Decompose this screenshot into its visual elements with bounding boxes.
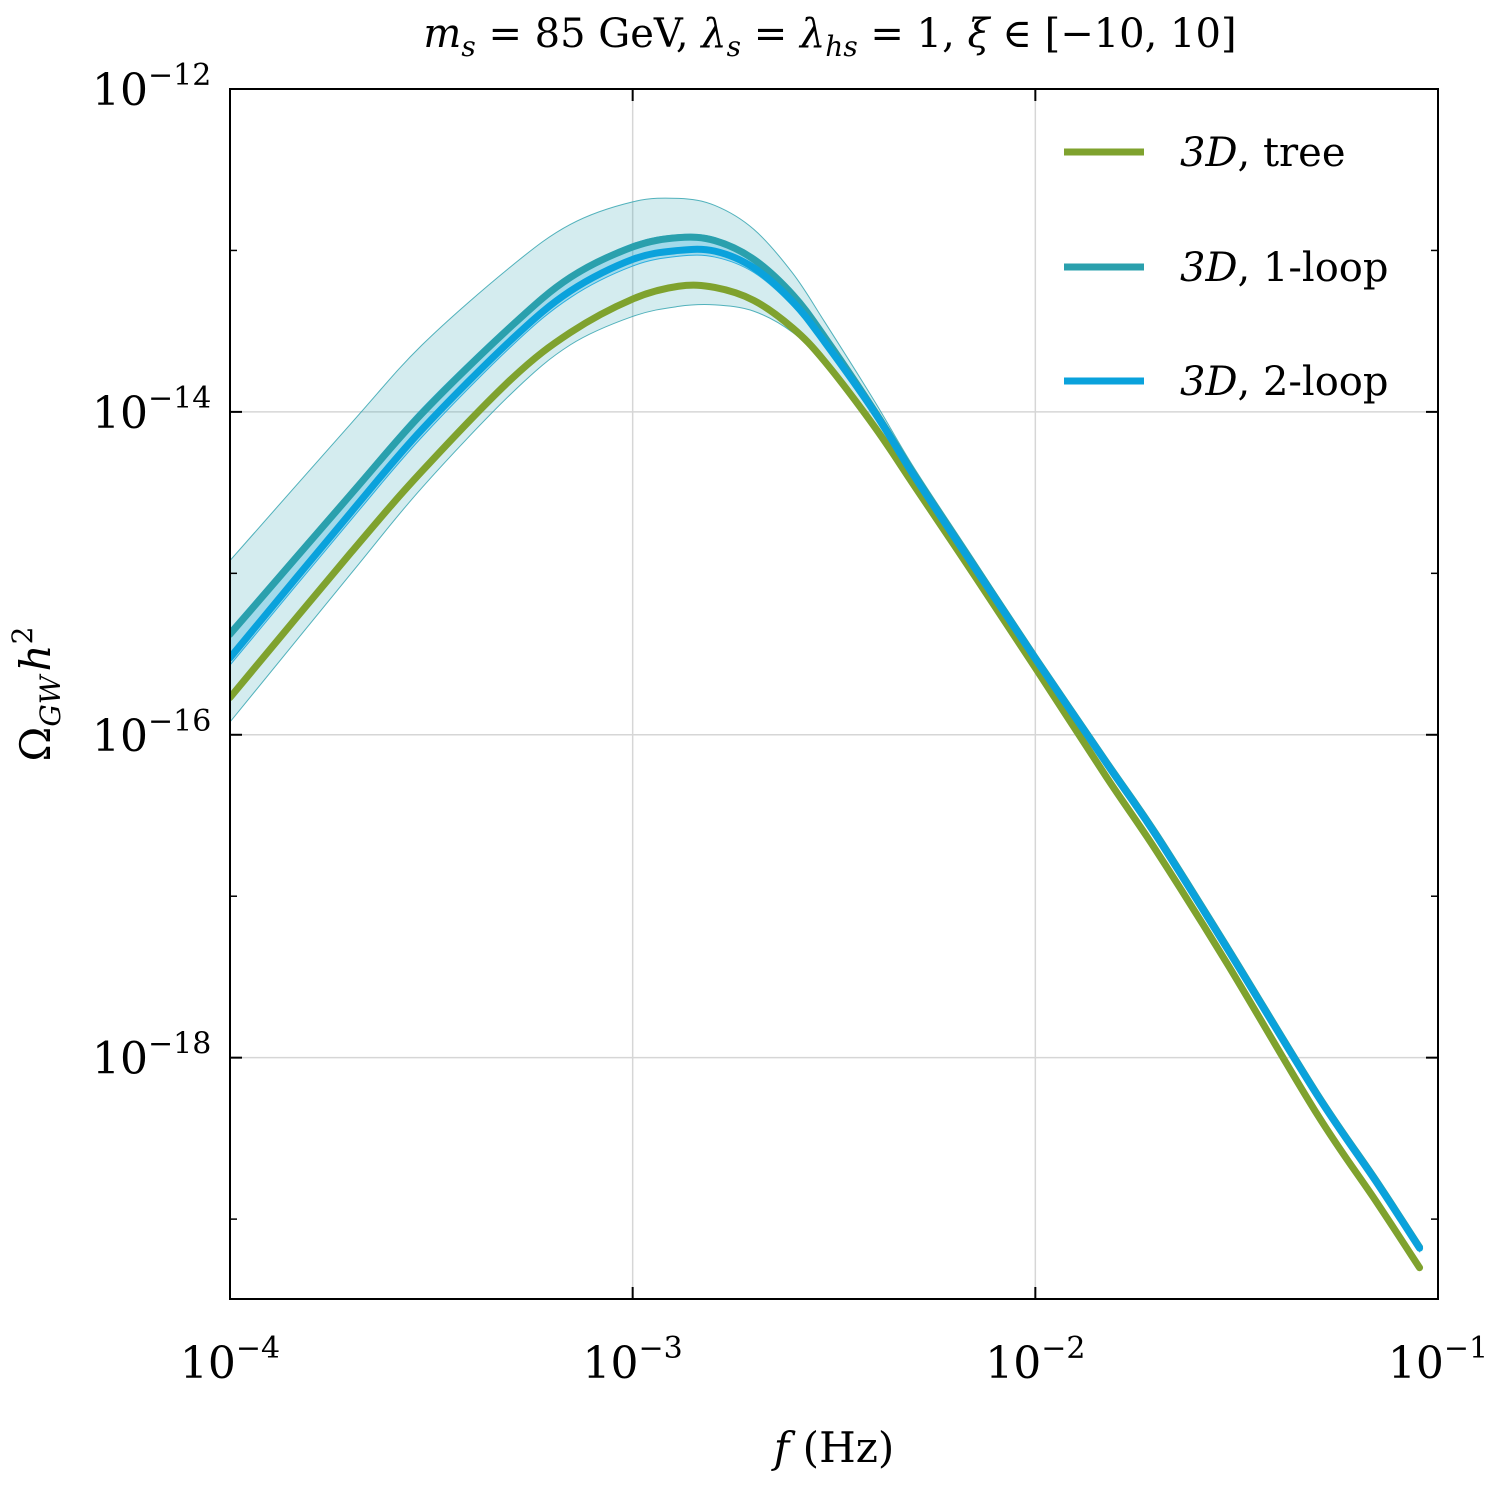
legend-item-tree: 3D, tree — [1064, 130, 1346, 176]
legend-label-var: 3D — [1180, 130, 1238, 176]
uncertainty-band-1 — [230, 197, 1421, 1254]
legend-label-1-loop: , 1-loop — [1238, 245, 1389, 291]
legend-item-2-loop: 3D, 2-loop — [1064, 359, 1389, 405]
x-tick-label: 10−4 — [180, 1331, 280, 1389]
chart-title: ms = 85 GeV, λs = λhs = 1, ξ ∈ [−10, 10] — [423, 11, 1236, 63]
legend-label-tree: , tree — [1238, 130, 1346, 176]
legend: 3D, tree 3D, 1-loop 3D, 2-loop — [1064, 130, 1389, 405]
legend-item-1-loop: 3D, 1-loop — [1064, 245, 1389, 291]
uncertainty-bands — [230, 197, 1421, 1254]
svg-text:3D, 2-loop: 3D, 2-loop — [1180, 359, 1389, 405]
y-tick-label: 10−14 — [92, 381, 211, 439]
svg-text:3D, tree: 3D, tree — [1180, 130, 1346, 176]
legend-label-var: 3D — [1180, 245, 1238, 291]
plot-frame — [229, 88, 1439, 1300]
y-tick-label: 10−18 — [92, 1027, 211, 1085]
y-axis-label: ΩGWh2 — [6, 627, 67, 762]
svg-text:3D, 1-loop: 3D, 1-loop — [1180, 245, 1389, 291]
series-lines — [230, 233, 1424, 1272]
legend-label-2-loop: , 2-loop — [1238, 359, 1389, 405]
series-line-0 — [230, 281, 1424, 1272]
series-line-2 — [230, 245, 1424, 1252]
legend-label-var: 3D — [1180, 359, 1238, 405]
y-tick-label: 10−12 — [92, 58, 211, 116]
x-axis-label: f (Hz) — [771, 1423, 894, 1472]
x-tick-label: 10−1 — [1388, 1331, 1488, 1389]
x-tick-label: 10−2 — [985, 1331, 1085, 1389]
y-tick-label: 10−16 — [92, 704, 211, 762]
x-tick-label: 10−3 — [583, 1331, 683, 1389]
grid — [230, 89, 1438, 1299]
axis-ticks: 10−4 10−3 10−2 10−1 10−12 10−14 10−16 10−18 — [92, 58, 1488, 1389]
